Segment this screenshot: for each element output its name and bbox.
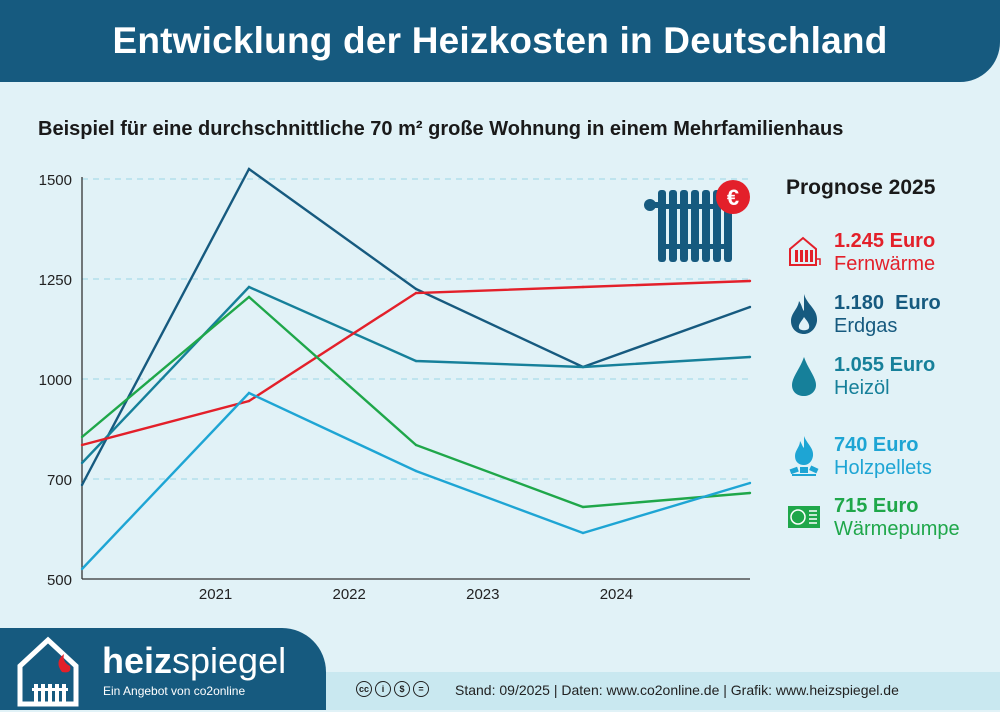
data-point — [581, 365, 585, 369]
data-point — [748, 355, 752, 359]
x-tick-label: 2024 — [600, 586, 633, 603]
data-point — [80, 461, 84, 465]
data-point — [80, 435, 84, 439]
y-tick-label: 700 — [47, 472, 72, 489]
data-point — [414, 469, 418, 473]
legend-value: 740 Euro — [834, 434, 919, 456]
svg-text:€: € — [727, 185, 739, 210]
logo-light: spiegel — [172, 640, 287, 681]
flame-icon — [786, 292, 822, 336]
data-point — [748, 481, 752, 485]
legend-value: 1.245 Euro — [834, 230, 936, 252]
data-point — [414, 287, 418, 291]
header: Entwicklung der Heizkosten in Deutschlan… — [0, 0, 1000, 82]
legend-value: 715 Euro — [834, 495, 919, 517]
logo-bold: heiz — [102, 640, 173, 681]
legend-name: Erdgas — [834, 315, 898, 337]
y-tick-label: 1500 — [39, 172, 72, 189]
data-point — [581, 505, 585, 509]
legend-name: Wärmepumpe — [834, 518, 960, 540]
data-point — [247, 167, 251, 171]
x-tick-label: 2021 — [199, 586, 232, 603]
data-point — [247, 285, 251, 289]
by-icon: i — [375, 681, 391, 697]
radiator-euro-icon: € — [644, 180, 750, 262]
heat-pump-icon — [786, 495, 822, 539]
data-point — [414, 359, 418, 363]
legend-name: Fernwärme — [834, 253, 936, 275]
data-point — [748, 279, 752, 283]
legend-item-wärmepumpe: 715 Euro Wärmepumpe — [786, 495, 960, 541]
data-point — [581, 285, 585, 289]
legend-item-holzpellets: 740 Euro Holzpellets — [786, 434, 932, 480]
nd-icon: = — [413, 681, 429, 697]
y-tick-label: 1250 — [39, 272, 72, 289]
legend-text: 740 Euro Holzpellets — [834, 434, 932, 480]
oil-drop-icon — [786, 354, 822, 398]
legend-value: 1.180 Euro — [834, 292, 941, 314]
legend-text: 1.180 Euro Erdgas — [834, 292, 941, 338]
data-point — [247, 399, 251, 403]
page-title: Entwicklung der Heizkosten in Deutschlan… — [112, 20, 888, 61]
data-point — [80, 483, 84, 487]
data-point — [80, 443, 84, 447]
data-point — [247, 295, 251, 299]
cc-icon: cc — [356, 681, 372, 697]
pellet-fire-icon — [786, 434, 822, 478]
chart-subtitle: Beispiel für eine durchschnittliche 70 m… — [38, 118, 844, 140]
legend-item-heizöl: 1.055 Euro Heizöl — [786, 354, 935, 400]
legend-text: 715 Euro Wärmepumpe — [834, 495, 960, 541]
house-logo-icon — [17, 636, 79, 707]
data-point — [414, 291, 418, 295]
legend-name: Heizöl — [834, 377, 890, 399]
line-chart: 500 700 1000 1250 1500 2021 2022 2023 2024 — [39, 167, 752, 603]
data-point — [247, 391, 251, 395]
x-tick-label: 2022 — [333, 586, 366, 603]
district-heating-icon — [786, 230, 822, 274]
legend-text: 1.055 Euro Heizöl — [834, 354, 935, 400]
series-line-heizöl — [81, 285, 751, 464]
y-tick-label: 1000 — [39, 372, 72, 389]
legend-value: 1.055 Euro — [834, 354, 936, 376]
logo-box — [0, 628, 326, 710]
x-tick-label: 2023 — [466, 586, 499, 603]
y-tick-label: 500 — [47, 572, 72, 589]
data-point — [80, 567, 84, 571]
logo-tagline: Ein Angebot von co2online — [103, 684, 246, 698]
series-line-wärmepumpe — [81, 295, 751, 509]
data-point — [748, 491, 752, 495]
legend-item-fernwärme: 1.245 Euro Fernwärme — [786, 230, 935, 276]
data-point — [748, 305, 752, 309]
data-point — [581, 531, 585, 535]
legend-item-erdgas: 1.180 Euro Erdgas — [786, 292, 941, 338]
license-icons: cc i $ = — [356, 681, 429, 697]
data-point — [414, 443, 418, 447]
nc-icon: $ — [394, 681, 410, 697]
footer-credits: Stand: 09/2025 | Daten: www.co2online.de… — [455, 682, 899, 698]
legend-name: Holzpellets — [834, 457, 932, 479]
legend-title: Prognose 2025 — [786, 176, 936, 199]
legend-text: 1.245 Euro Fernwärme — [834, 230, 935, 276]
logo-wordmark: heizspiegel — [102, 640, 286, 682]
